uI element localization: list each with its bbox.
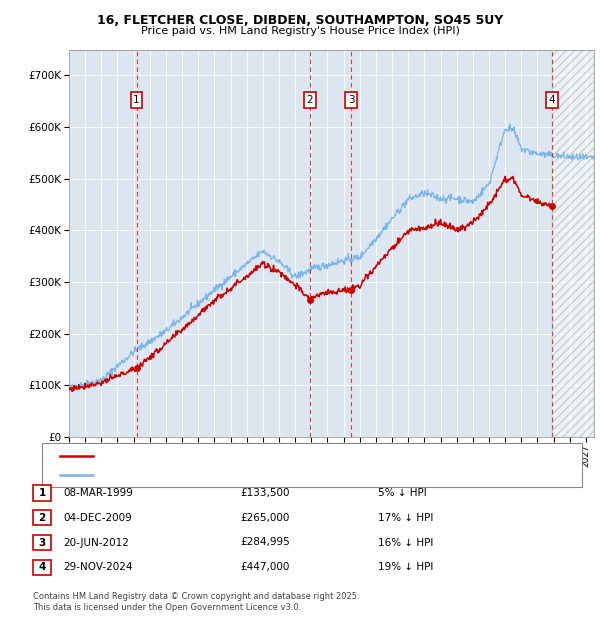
Text: 16, FLETCHER CLOSE, DIBDEN, SOUTHAMPTON, SO45 5UY (detached house): 16, FLETCHER CLOSE, DIBDEN, SOUTHAMPTON,… — [100, 451, 474, 461]
Text: 2: 2 — [307, 95, 313, 105]
Text: 20-JUN-2012: 20-JUN-2012 — [63, 538, 129, 547]
Text: 3: 3 — [38, 538, 46, 547]
Text: 5% ↓ HPI: 5% ↓ HPI — [378, 488, 427, 498]
Text: 17% ↓ HPI: 17% ↓ HPI — [378, 513, 433, 523]
Text: Contains HM Land Registry data © Crown copyright and database right 2025.: Contains HM Land Registry data © Crown c… — [33, 592, 359, 601]
Text: Price paid vs. HM Land Registry's House Price Index (HPI): Price paid vs. HM Land Registry's House … — [140, 26, 460, 36]
Text: £265,000: £265,000 — [240, 513, 289, 523]
Text: 08-MAR-1999: 08-MAR-1999 — [63, 488, 133, 498]
Text: £133,500: £133,500 — [240, 488, 290, 498]
Text: 3: 3 — [348, 95, 355, 105]
Text: 1: 1 — [38, 488, 46, 498]
Text: 16, FLETCHER CLOSE, DIBDEN, SOUTHAMPTON, SO45 5UY: 16, FLETCHER CLOSE, DIBDEN, SOUTHAMPTON,… — [97, 14, 503, 27]
Text: This data is licensed under the Open Government Licence v3.0.: This data is licensed under the Open Gov… — [33, 603, 301, 612]
Text: 04-DEC-2009: 04-DEC-2009 — [63, 513, 132, 523]
Text: £284,995: £284,995 — [240, 538, 290, 547]
Text: £447,000: £447,000 — [240, 562, 289, 572]
Text: 2: 2 — [38, 513, 46, 523]
Text: 19% ↓ HPI: 19% ↓ HPI — [378, 562, 433, 572]
Text: 29-NOV-2024: 29-NOV-2024 — [63, 562, 133, 572]
Text: 4: 4 — [549, 95, 556, 105]
Text: 16% ↓ HPI: 16% ↓ HPI — [378, 538, 433, 547]
Bar — [552, 50, 594, 437]
Text: 4: 4 — [38, 562, 46, 572]
Text: 1: 1 — [133, 95, 140, 105]
Text: HPI: Average price, detached house, New Forest: HPI: Average price, detached house, New … — [100, 469, 335, 479]
